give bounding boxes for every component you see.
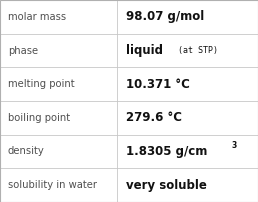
- Text: (at STP): (at STP): [178, 46, 218, 55]
- Text: 3: 3: [231, 141, 237, 150]
- Text: density: density: [8, 146, 44, 157]
- Text: very soluble: very soluble: [126, 179, 207, 192]
- Text: liquid: liquid: [126, 44, 163, 57]
- Text: 98.07 g/mol: 98.07 g/mol: [126, 10, 205, 23]
- Text: 279.6 °C: 279.6 °C: [126, 111, 182, 124]
- Text: solubility in water: solubility in water: [8, 180, 97, 190]
- Text: 1.8305 g/cm: 1.8305 g/cm: [126, 145, 208, 158]
- Text: phase: phase: [8, 45, 38, 56]
- Text: melting point: melting point: [8, 79, 74, 89]
- Text: 10.371 °C: 10.371 °C: [126, 78, 190, 91]
- Text: boiling point: boiling point: [8, 113, 70, 123]
- Text: molar mass: molar mass: [8, 12, 66, 22]
